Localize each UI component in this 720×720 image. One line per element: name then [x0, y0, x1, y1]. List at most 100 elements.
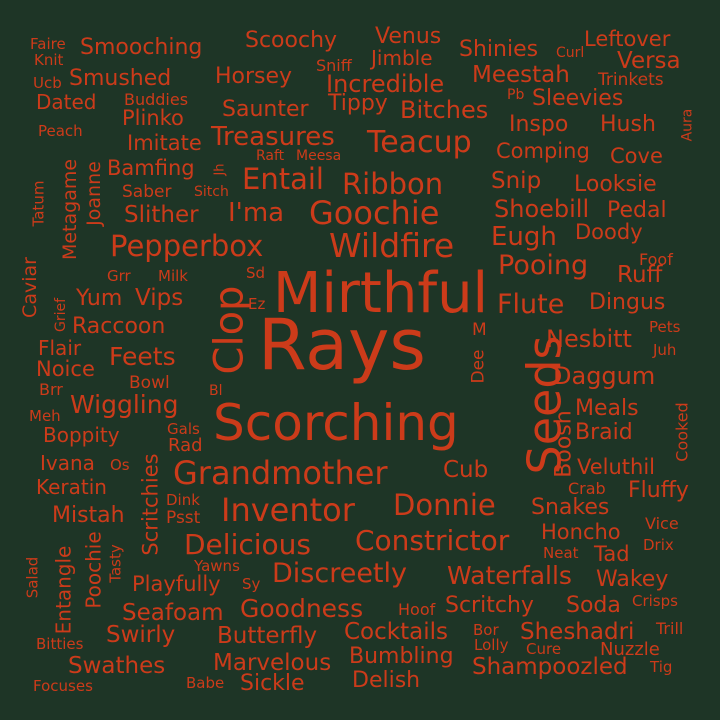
word: Treasures — [211, 122, 335, 152]
word: M — [472, 320, 487, 340]
word: Dee — [468, 349, 489, 384]
word: Dink — [166, 491, 200, 509]
word: Salad — [23, 556, 42, 599]
word: Veluthil — [577, 455, 656, 479]
word: Pooing — [498, 250, 589, 281]
word: Snip — [491, 168, 542, 194]
word: Wiggling — [70, 390, 179, 419]
word: Smooching — [80, 35, 203, 60]
word: Scoochy — [245, 28, 338, 53]
word: Sy — [242, 575, 261, 593]
word: Ruff — [617, 262, 663, 288]
word: Milk — [158, 267, 188, 285]
word: Nesbitt — [546, 325, 632, 353]
word: Cure — [526, 640, 562, 658]
word: Mistah — [52, 503, 125, 528]
word: Braid — [575, 420, 633, 445]
word: Meesa — [296, 148, 342, 164]
word: Boppity — [43, 423, 120, 447]
word: Sitch — [194, 184, 229, 200]
word: Versa — [617, 48, 681, 74]
word: Meals — [575, 396, 639, 421]
word: Waterfalls — [447, 561, 572, 590]
word: Ivana — [40, 451, 95, 475]
word: Comping — [496, 139, 590, 163]
word: Raft — [256, 148, 285, 164]
word: Hush — [600, 112, 656, 137]
word: Hoof — [398, 600, 436, 619]
word: Pepperbox — [110, 229, 264, 263]
word: Crab — [568, 479, 606, 498]
word: Buddies — [124, 90, 189, 109]
word: Jimble — [371, 46, 433, 70]
word: Meestah — [472, 62, 570, 88]
word: Bitches — [400, 96, 489, 124]
word: Flute — [497, 289, 565, 320]
word: Wildfire — [329, 226, 455, 265]
word: Tad — [594, 542, 630, 566]
word: Rad — [168, 435, 203, 456]
word: Keratin — [36, 475, 107, 499]
word: Crisps — [632, 592, 678, 610]
word: Swathes — [68, 653, 166, 679]
word: Swirly — [106, 622, 176, 648]
word: Sd — [246, 264, 266, 282]
word: Slither — [124, 202, 199, 228]
word: Clop — [206, 285, 253, 375]
word: Daggum — [553, 362, 656, 390]
word: Vips — [135, 285, 184, 311]
word: Tasty — [106, 544, 125, 583]
word: Psst — [166, 508, 201, 528]
word: Yawns — [194, 557, 240, 575]
word: Scorching — [213, 394, 459, 452]
word: I'ma — [228, 198, 285, 228]
word: Ucb — [33, 74, 62, 92]
word: Cocktails — [344, 619, 448, 645]
word: Scritchy — [445, 593, 534, 618]
word: Peach — [38, 122, 83, 140]
word: Eugh — [491, 222, 557, 252]
word: Horsey — [215, 64, 293, 89]
word: Vice — [645, 514, 679, 533]
word: Smushed — [69, 66, 172, 91]
word: Constrictor — [355, 524, 510, 557]
word: Imitate — [127, 131, 202, 155]
word: Ez — [248, 295, 266, 313]
word: Playfully — [132, 572, 221, 596]
word: Boosh — [551, 410, 577, 478]
word: Yum — [76, 286, 123, 311]
word: Drix — [643, 536, 674, 554]
word: Grr — [107, 267, 131, 285]
word: Plinko — [122, 106, 184, 130]
word: Fluffy — [628, 478, 689, 503]
word: Tippy — [328, 91, 388, 116]
word: Scritchies — [138, 453, 163, 556]
word: Snakes — [531, 495, 610, 520]
word: Grandmother — [173, 454, 388, 492]
word: Mirthful — [273, 261, 489, 326]
word: Brr — [39, 380, 63, 399]
word: Pedal — [607, 198, 667, 223]
word: Inventor — [221, 491, 355, 529]
word: Honcho — [541, 520, 621, 544]
word: Goochie — [309, 194, 440, 232]
word: Neat — [543, 544, 579, 562]
word: Meh — [29, 407, 61, 425]
word: Flair — [38, 336, 82, 360]
word: Wakey — [596, 567, 669, 592]
word: Bor — [473, 621, 499, 639]
word: Pb — [507, 87, 525, 103]
word: Shoebill — [494, 195, 590, 223]
word: Sniff — [316, 56, 352, 75]
word: Curl — [556, 45, 585, 61]
word: Sickle — [240, 671, 305, 696]
word: Raccoon — [72, 314, 166, 339]
word: Faire — [30, 35, 66, 53]
word: Sleevies — [532, 86, 624, 111]
word: Aura — [679, 108, 696, 142]
word: Teacup — [367, 125, 472, 160]
word: Bumbling — [349, 644, 454, 669]
word: Delicious — [184, 528, 311, 561]
word: Bowl — [129, 373, 170, 393]
word: Rays — [258, 304, 426, 386]
